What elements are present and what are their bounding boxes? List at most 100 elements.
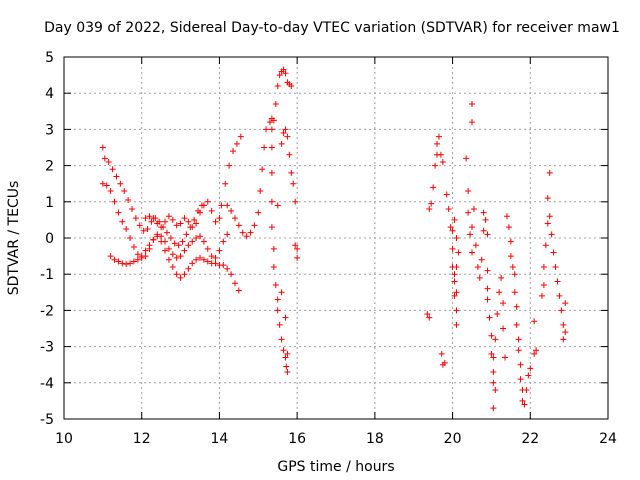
data-point — [432, 162, 439, 169]
data-point — [544, 220, 551, 227]
data-point — [447, 224, 454, 231]
data-point — [165, 213, 172, 220]
data-point — [169, 216, 176, 223]
y-tick-label: 3 — [45, 122, 54, 138]
data-point — [123, 261, 130, 268]
data-point — [158, 224, 165, 231]
data-point — [204, 258, 211, 265]
data-point — [282, 70, 289, 77]
data-point — [490, 405, 497, 412]
data-point — [119, 260, 126, 267]
data-point — [278, 140, 285, 147]
data-point — [480, 227, 487, 234]
data-point — [268, 224, 275, 231]
data-point — [455, 249, 462, 256]
data-point — [443, 191, 450, 198]
data-point — [426, 206, 433, 213]
data-point — [552, 263, 559, 270]
series-track-c — [107, 233, 242, 294]
data-point — [146, 213, 153, 220]
data-point — [560, 321, 567, 328]
data-point — [154, 220, 161, 227]
data-point — [276, 72, 283, 79]
data-point — [208, 207, 215, 214]
data-point — [150, 215, 157, 222]
series-track-k — [503, 213, 540, 408]
data-point — [109, 166, 116, 173]
data-point — [527, 365, 534, 372]
data-point — [268, 144, 275, 151]
data-point — [107, 187, 114, 194]
data-point — [189, 238, 196, 245]
data-point — [181, 215, 188, 222]
y-tick-label: 2 — [45, 159, 54, 175]
data-point — [525, 372, 532, 379]
data-point — [228, 207, 235, 214]
data-point — [181, 247, 188, 254]
data-point — [130, 258, 137, 265]
data-point — [562, 300, 569, 307]
data-point — [280, 347, 287, 354]
data-point — [197, 254, 203, 261]
data-point — [286, 151, 293, 158]
x-tick-label: 20 — [444, 431, 462, 447]
data-point — [511, 289, 518, 296]
data-point — [437, 151, 444, 158]
data-point — [230, 148, 237, 155]
series-track-e — [224, 66, 295, 240]
y-tick-label: 5 — [45, 50, 54, 66]
data-point — [173, 271, 180, 278]
data-point — [500, 325, 507, 332]
y-tick-label: -1 — [40, 267, 54, 283]
data-point — [294, 254, 301, 261]
data-point — [274, 296, 281, 303]
data-point — [228, 271, 235, 278]
data-point — [270, 245, 277, 252]
data-point — [278, 336, 285, 343]
data-point — [441, 359, 448, 366]
data-point — [283, 363, 290, 370]
data-point — [181, 271, 188, 278]
data-point — [521, 401, 528, 408]
data-point — [231, 280, 238, 287]
data-point — [556, 292, 563, 299]
data-point — [154, 233, 161, 240]
data-point — [175, 242, 182, 249]
data-point — [488, 350, 495, 357]
data-point — [280, 130, 287, 137]
data-point — [484, 296, 491, 303]
data-point — [105, 158, 112, 165]
data-point — [171, 240, 178, 247]
data-point — [486, 314, 493, 321]
data-point — [540, 282, 547, 289]
data-point — [453, 321, 460, 328]
data-point — [274, 307, 281, 314]
data-point — [428, 200, 435, 207]
data-points — [99, 66, 569, 412]
data-point — [426, 314, 433, 321]
data-point — [220, 262, 227, 269]
data-point — [99, 180, 106, 187]
data-point — [208, 253, 215, 260]
data-point — [138, 253, 145, 260]
data-point — [99, 144, 106, 151]
data-point — [233, 140, 240, 147]
x-tick-label: 12 — [133, 431, 151, 447]
data-point — [484, 231, 491, 238]
data-point — [554, 278, 561, 285]
data-point — [292, 198, 299, 205]
data-point — [515, 347, 522, 354]
data-point — [224, 231, 231, 238]
data-point — [216, 247, 223, 254]
data-point — [222, 180, 229, 187]
data-point — [177, 274, 184, 281]
y-tick-label: -4 — [40, 376, 54, 392]
data-point — [484, 267, 491, 274]
data-point — [162, 247, 169, 254]
data-point — [469, 249, 475, 256]
data-point — [465, 209, 472, 216]
x-axis-label: GPS time / hours — [277, 459, 394, 475]
data-point — [474, 263, 481, 270]
data-point — [136, 222, 143, 229]
series-track-a — [99, 144, 205, 249]
